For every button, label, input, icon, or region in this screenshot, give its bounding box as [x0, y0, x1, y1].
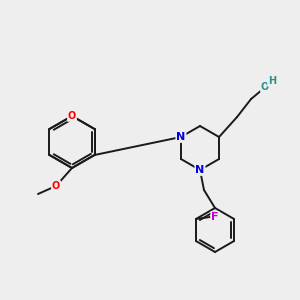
Text: N: N [195, 165, 205, 175]
Text: O: O [52, 181, 60, 191]
Text: O: O [68, 111, 76, 121]
Text: N: N [176, 132, 186, 142]
Text: H: H [268, 76, 276, 86]
Text: O: O [261, 82, 269, 92]
Text: F: F [211, 212, 219, 222]
